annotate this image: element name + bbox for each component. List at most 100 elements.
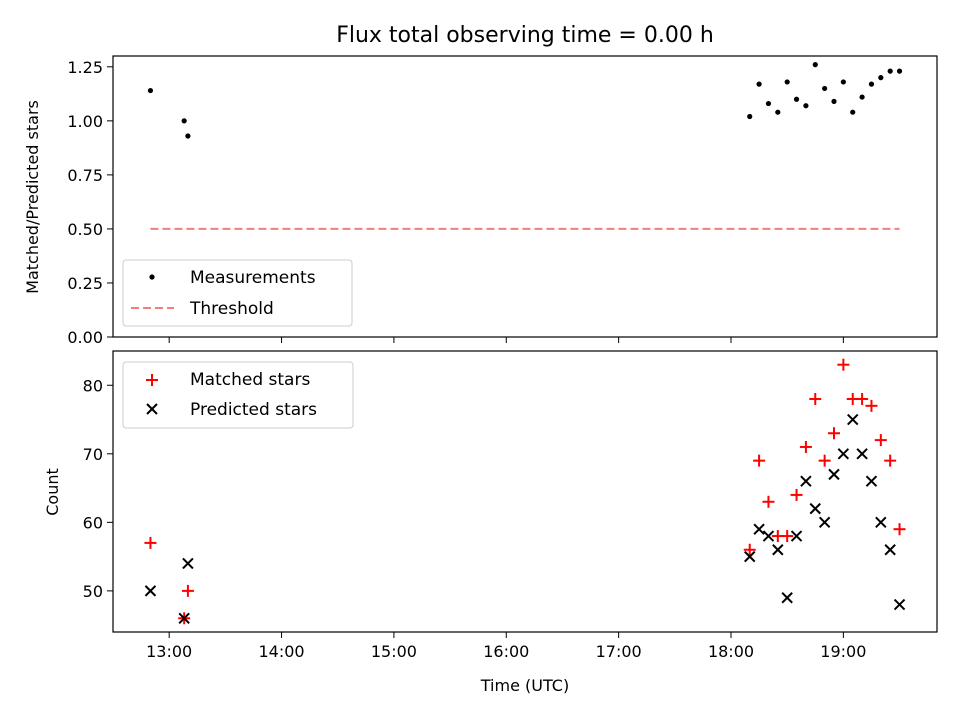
measurements-point	[850, 109, 856, 115]
predicted-stars-point-b	[847, 413, 859, 426]
bottom-legend-box	[122, 361, 354, 429]
x-tick-label: 17:00	[596, 642, 642, 661]
predicted-stars-point	[865, 475, 878, 487]
top-plot-frame	[112, 55, 938, 338]
predicted-stars-point-b	[144, 585, 157, 597]
predicted-stars-point	[893, 598, 906, 611]
x-tick-label: 16:00	[483, 642, 529, 661]
measurements-point	[887, 68, 893, 74]
top-y-tick-label: 0.75	[67, 166, 103, 185]
predicted-stars-point	[144, 585, 157, 597]
predicted-stars-point-b	[800, 475, 812, 487]
x-axis-label: Time (UTC)	[480, 676, 569, 695]
predicted-stars-point-b	[744, 550, 756, 563]
measurements-point	[859, 94, 865, 100]
predicted-stars-point-b	[893, 598, 906, 611]
measurements-point	[812, 62, 818, 68]
measurements-point	[840, 79, 846, 85]
measurements-point	[868, 81, 875, 87]
top-y-tick-label: 1.25	[67, 58, 103, 77]
predicted-stars-point-b	[790, 530, 803, 542]
x-tick-label: 13:00	[146, 642, 192, 661]
matched-stars-point	[818, 454, 831, 467]
measurements-point	[147, 87, 154, 94]
legend-predicted-marker	[146, 403, 158, 415]
top-y-tick-label: 1.00	[67, 112, 103, 131]
measurements-point	[803, 103, 809, 109]
predicted-stars-point	[856, 448, 868, 460]
x-tick-label: 18:00	[708, 642, 754, 661]
x-tick-label: 19:00	[820, 642, 866, 661]
measurements-point	[878, 75, 884, 81]
predicted-stars-point-b	[182, 557, 194, 570]
measurements-point	[185, 133, 191, 139]
predicted-stars-point-b	[762, 530, 775, 542]
measurements-point	[896, 68, 903, 74]
top-y-axis-label: Matched/Predicted stars	[23, 100, 42, 294]
measurements-point	[831, 98, 837, 104]
predicted-stars-point-b	[875, 516, 887, 529]
predicted-stars-point-b	[178, 612, 190, 624]
legend-matched-label: Matched stars	[190, 370, 310, 390]
top-legend: Measurements Threshold	[122, 259, 353, 327]
legend-predicted-label: Predicted stars	[190, 400, 317, 420]
predicted-stars-point-b	[781, 592, 793, 604]
matched-stars-point	[856, 392, 869, 405]
predicted-stars-point	[884, 544, 896, 556]
bottom-plot-frame	[112, 350, 938, 633]
top-panel: 0.00 0.25 0.50 0.75 1.00 1.25	[67, 55, 938, 347]
legend-measurements-marker	[149, 274, 155, 280]
measurements-point	[784, 79, 790, 85]
matched-stars-point	[865, 399, 878, 412]
bottom-y-axis-label: Count	[43, 468, 62, 516]
matched-stars-point	[781, 530, 794, 543]
matched-stars-point	[893, 523, 906, 536]
predicted-stars-point	[818, 516, 831, 529]
predicted-stars-point-b	[809, 502, 821, 515]
matched-stars-point	[743, 543, 756, 556]
top-y-tick-label: 0.25	[67, 274, 103, 293]
matched-stars-point	[799, 440, 812, 453]
x-tick-label: 14:00	[258, 642, 304, 661]
predicted-stars-point	[762, 530, 775, 542]
bottom-y-tick-label: 80	[83, 376, 103, 395]
predicted-stars-point-b	[753, 523, 765, 535]
measurements-point	[181, 118, 187, 124]
matched-stars-point	[790, 488, 803, 501]
top-y-tick-label: 0.00	[67, 328, 103, 347]
measurements-point	[793, 96, 800, 102]
measurements-point	[747, 113, 753, 120]
top-legend-box	[122, 259, 353, 327]
measurements-point	[775, 109, 781, 115]
predicted-stars-point-b	[865, 475, 878, 487]
predicted-stars-point-b	[837, 448, 850, 460]
predicted-stars-point	[182, 557, 194, 570]
measurements-point	[765, 100, 772, 107]
predicted-stars-point	[809, 502, 821, 515]
predicted-stars-point-b	[856, 448, 868, 460]
matched-stars-point	[884, 454, 897, 467]
x-tick-label: 15:00	[371, 642, 417, 661]
predicted-stars-point	[828, 468, 840, 481]
matched-stars-point	[144, 536, 157, 549]
predicted-stars-point	[800, 475, 812, 487]
matched-stars-point	[809, 392, 822, 405]
bottom-y-tick-label: 50	[83, 582, 103, 601]
top-chart-title: Flux total observing time = 0.00 h	[336, 23, 714, 48]
matched-stars-point	[181, 584, 194, 597]
predicted-stars-point	[744, 550, 756, 563]
matched-stars-point	[762, 495, 775, 508]
predicted-stars-point	[781, 592, 793, 604]
bottom-y-tick-label: 60	[83, 513, 103, 532]
bottom-panel: 50 60 70 80 13:00 14:00 15:00 16:00 17:00 18:00 19…	[83, 350, 938, 661]
legend-matched-marker	[146, 374, 158, 386]
predicted-stars-point	[790, 530, 803, 542]
matched-stars-point	[753, 454, 766, 467]
predicted-stars-point-b	[884, 544, 896, 556]
bottom-legend: Matched stars Predicted stars	[122, 361, 354, 429]
top-y-tick-label: 0.50	[67, 220, 103, 239]
matched-stars-point	[874, 434, 887, 447]
legend-threshold-label: Threshold	[189, 299, 274, 319]
predicted-stars-point-b	[772, 544, 784, 556]
